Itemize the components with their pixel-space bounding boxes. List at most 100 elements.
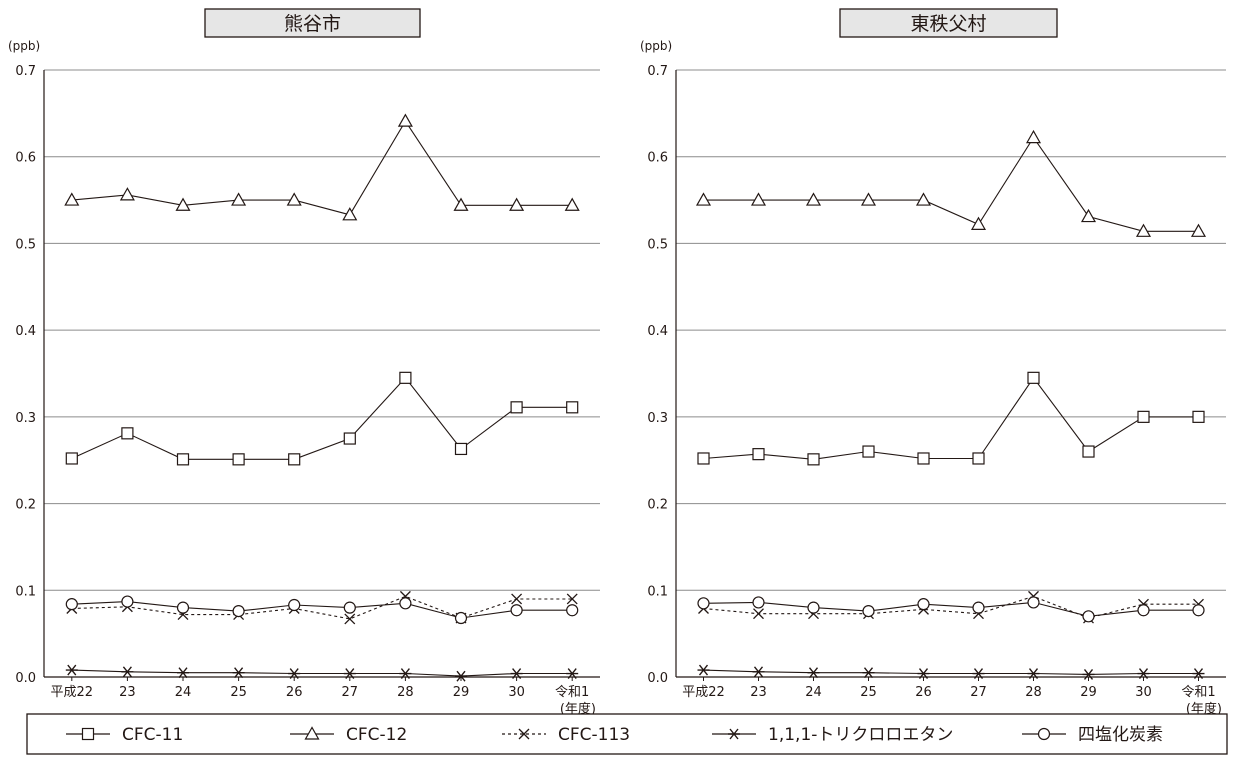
- data-point: [807, 453, 820, 466]
- data-point: [566, 604, 579, 617]
- series-line: [71, 669, 573, 677]
- legend-label: CFC-12: [346, 725, 407, 745]
- legend-marker-cross: [518, 728, 530, 740]
- series-line: [71, 120, 573, 216]
- title-box-frame: [204, 8, 421, 38]
- data-point: [343, 668, 356, 679]
- y-tick-label: 0.2: [647, 498, 668, 513]
- data-point: [862, 667, 875, 679]
- series-line: [703, 669, 1199, 675]
- data-point: [1027, 371, 1040, 384]
- data-point: [1192, 604, 1205, 617]
- y-unit-label: (ppb): [640, 39, 672, 53]
- data-point: [1137, 604, 1150, 617]
- legend-item: CFC-11: [66, 725, 183, 745]
- data-point: [509, 197, 525, 211]
- data-point: [121, 595, 134, 608]
- y-tick-label: 0.5: [647, 237, 668, 252]
- legend-marker-square: [81, 727, 95, 741]
- series-square: [65, 371, 579, 466]
- data-point: [1027, 668, 1040, 679]
- x-unit-label: (年度): [560, 701, 596, 717]
- legend-marker-circle: [1037, 727, 1051, 741]
- y-tick-label: 0.1: [15, 584, 36, 599]
- data-point: [510, 668, 523, 679]
- x-tick-label: 平成22: [51, 685, 94, 700]
- series-circle: [697, 596, 1205, 623]
- series-line: [703, 376, 1199, 460]
- data-point: [972, 668, 985, 679]
- data-point: [1082, 610, 1095, 623]
- data-point: [564, 197, 580, 211]
- data-point: [1082, 445, 1095, 458]
- title-box-frame: [839, 8, 1058, 38]
- y-tick-label: 0.1: [647, 584, 668, 599]
- data-point: [288, 598, 301, 612]
- x-tick-label: 25: [230, 685, 247, 700]
- data-point: [510, 604, 523, 617]
- y-tick-label: 0.6: [15, 151, 36, 166]
- y-tick-label: 0.5: [15, 237, 36, 252]
- x-tick-label: 26: [915, 685, 932, 700]
- data-point: [510, 401, 523, 414]
- data-point: [454, 611, 468, 625]
- legend-marker-triangle: [304, 726, 320, 740]
- legend-marker-asterisk: [728, 728, 740, 740]
- data-point: [232, 453, 245, 466]
- data-point: [232, 604, 245, 618]
- data-point: [286, 192, 302, 206]
- chart-panel-1: 熊谷市 (ppb) 0.0 0.1 0.2 0.3 0.4 0.5 0.6 0.7 平成22 23 24…: [8, 8, 600, 717]
- data-point: [454, 442, 468, 456]
- y-tick-label: 0.4: [15, 324, 36, 339]
- data-point: [399, 597, 412, 610]
- series-line: [703, 595, 1199, 619]
- data-point: [566, 401, 579, 414]
- series-cross: [66, 590, 578, 625]
- x-unit-label: (年度): [1186, 701, 1222, 717]
- series-line: [71, 601, 573, 619]
- data-point: [1080, 208, 1097, 223]
- data-point: [752, 448, 765, 461]
- y-tick-label: 0.0: [15, 671, 36, 686]
- y-tick-label: 0.0: [647, 671, 668, 686]
- y-tick-label: 0.2: [15, 498, 36, 513]
- series-line: [71, 595, 573, 620]
- x-tick-label: 平成22: [682, 685, 725, 700]
- data-point: [805, 192, 822, 206]
- data-point: [1137, 410, 1150, 423]
- data-point: [917, 452, 930, 465]
- x-tick-label: 28: [397, 685, 414, 700]
- legend-label: 四塩化炭素: [1078, 725, 1163, 745]
- data-point: [753, 608, 764, 620]
- x-tick-label: 25: [860, 685, 877, 700]
- data-point: [750, 192, 767, 206]
- x-tick-label: 24: [175, 685, 192, 700]
- series-cross: [698, 590, 1204, 624]
- data-point: [566, 668, 579, 679]
- data-point: [1135, 223, 1152, 237]
- series-square: [697, 371, 1205, 466]
- data-point: [972, 601, 985, 614]
- data-point: [399, 371, 412, 384]
- data-point: [121, 427, 134, 440]
- data-point: [915, 192, 932, 206]
- data-point: [1190, 223, 1207, 237]
- data-point: [176, 453, 190, 466]
- data-point: [697, 597, 710, 610]
- x-tick-label: 23: [750, 685, 767, 700]
- y-tick-label: 0.6: [647, 151, 668, 166]
- data-point: [119, 187, 135, 201]
- data-point: [807, 667, 820, 679]
- data-point: [232, 667, 245, 679]
- data-point: [288, 453, 301, 466]
- data-point: [397, 113, 413, 127]
- data-point: [511, 593, 523, 605]
- data-point: [175, 197, 191, 211]
- series-triangle: [695, 129, 1207, 237]
- x-tick-label: 24: [805, 685, 822, 700]
- x-tick-label: 28: [1025, 685, 1042, 700]
- data-point: [288, 668, 301, 679]
- chart-title: 熊谷市: [284, 13, 341, 35]
- x-tick-label: 30: [1135, 685, 1152, 700]
